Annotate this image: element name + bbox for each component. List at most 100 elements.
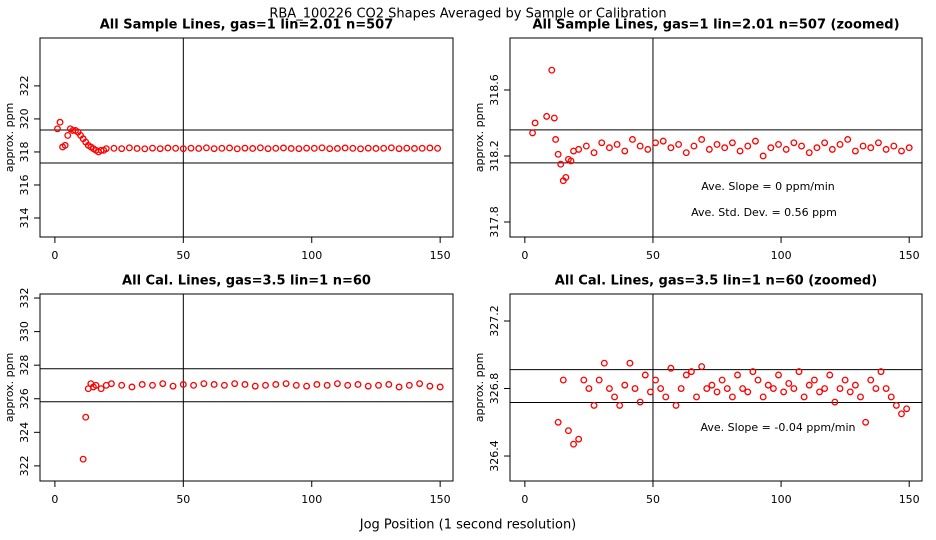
point	[764, 381, 772, 389]
point	[759, 152, 767, 160]
annotation: Ave. Std. Dev. = 0.56 ppm	[691, 206, 837, 219]
x-axis-label: Jog Position (1 second resolution)	[359, 518, 577, 533]
point	[713, 388, 721, 396]
point	[190, 381, 198, 389]
x-tick-label: 50	[646, 249, 660, 262]
point	[739, 385, 747, 392]
point	[548, 66, 556, 74]
point	[179, 145, 187, 153]
point	[759, 393, 767, 401]
point	[149, 144, 156, 152]
point	[659, 137, 667, 145]
plot-frame	[509, 37, 923, 238]
point	[195, 145, 203, 152]
plot-area	[510, 38, 922, 237]
point	[662, 393, 670, 401]
point	[831, 398, 839, 406]
point	[898, 147, 905, 155]
plot-area	[40, 294, 453, 481]
point	[552, 136, 560, 143]
y-tick-label: 317.8	[488, 206, 501, 238]
point	[341, 144, 349, 152]
point	[575, 435, 583, 443]
y-tick-label: 314	[18, 208, 31, 229]
plot-area	[40, 38, 453, 237]
point	[841, 376, 849, 384]
point	[872, 385, 880, 392]
point	[598, 139, 606, 147]
point	[734, 371, 741, 379]
point	[798, 142, 806, 150]
panel-title: All Sample Lines, gas=1 lin=2.01 n=507	[100, 18, 394, 33]
point	[595, 376, 603, 384]
point	[149, 381, 156, 389]
point	[118, 145, 126, 153]
point	[800, 393, 808, 401]
panel-title: All Cal. Lines, gas=3.5 lin=1 n=60	[122, 274, 371, 289]
point	[287, 145, 295, 152]
y-tick-label: 318.6	[488, 74, 501, 106]
point	[436, 383, 444, 391]
point	[395, 145, 403, 153]
point	[385, 381, 393, 388]
plot-frame	[39, 293, 454, 482]
point	[767, 144, 775, 152]
point	[416, 380, 424, 388]
point	[557, 160, 565, 168]
point	[705, 145, 713, 153]
point	[708, 381, 716, 389]
y-tick-label: 320	[18, 108, 31, 129]
point	[159, 380, 167, 388]
point	[570, 440, 577, 448]
x-tick-label: 150	[899, 493, 920, 506]
point	[107, 380, 115, 388]
x-tick-label: 100	[301, 493, 322, 506]
point	[582, 142, 590, 150]
x-tick-label: 50	[176, 249, 190, 262]
point	[775, 371, 782, 379]
point	[790, 139, 798, 147]
point	[272, 144, 280, 152]
point	[646, 388, 654, 396]
y-axis-label: approx. ppm	[3, 353, 16, 423]
point	[226, 144, 233, 152]
point	[251, 382, 259, 390]
point	[434, 144, 442, 152]
point	[92, 381, 100, 389]
point	[333, 145, 341, 152]
point	[836, 140, 844, 148]
point	[857, 393, 864, 401]
point	[636, 142, 644, 150]
point	[102, 145, 110, 153]
point	[882, 145, 890, 153]
point	[543, 112, 551, 120]
point	[280, 144, 287, 152]
point	[851, 381, 859, 389]
point	[110, 144, 118, 152]
point	[79, 455, 87, 463]
point	[426, 382, 434, 390]
point	[249, 145, 257, 152]
point	[736, 147, 744, 155]
point	[728, 393, 736, 401]
point	[357, 145, 364, 153]
point	[887, 393, 895, 401]
y-tick-label: 318.2	[488, 140, 501, 172]
point	[613, 140, 621, 148]
point	[559, 376, 567, 384]
point	[752, 137, 759, 145]
point	[721, 144, 729, 152]
point	[846, 388, 854, 396]
point	[667, 144, 675, 152]
point	[326, 145, 334, 153]
point	[56, 118, 64, 126]
point	[590, 149, 598, 157]
plot-frame	[509, 293, 923, 482]
point	[790, 385, 798, 392]
page-title: RBA_100226 CO2 Shapes Averaged by Sample…	[269, 7, 666, 22]
point	[375, 381, 382, 389]
x-tick-label: 100	[771, 493, 792, 506]
point	[313, 381, 321, 388]
plot-frame	[39, 37, 454, 238]
point	[821, 385, 829, 392]
